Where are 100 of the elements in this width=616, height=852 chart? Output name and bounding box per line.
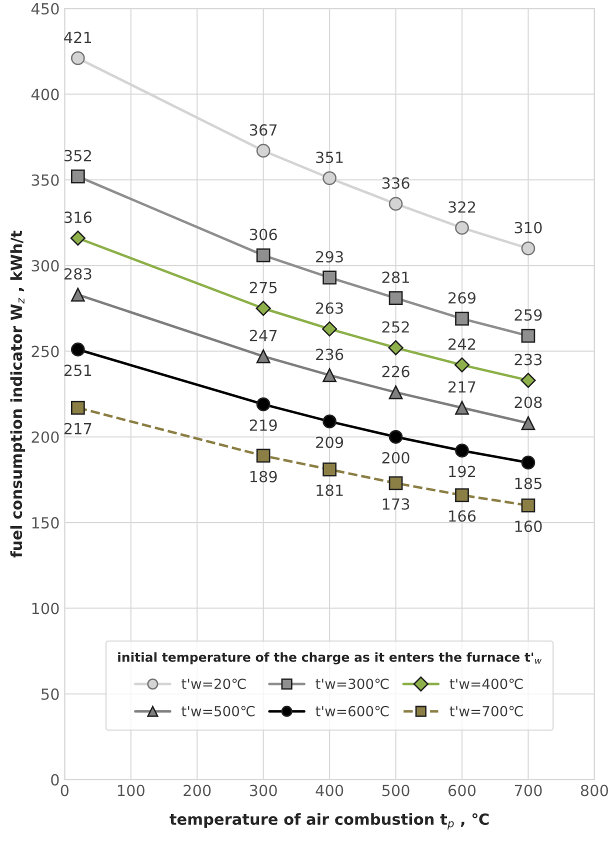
point (521, 241, 536, 256)
data-label: 367 (250, 124, 277, 136)
data-label: 219 (250, 419, 277, 431)
data-label: 275 (250, 282, 277, 294)
point (70, 342, 85, 356)
x-tick-label: 300 (250, 784, 277, 796)
point (521, 328, 536, 343)
point (388, 196, 403, 211)
x-tick-label: 0 (60, 784, 69, 796)
x-tick-label: 800 (580, 784, 608, 796)
data-label: 226 (382, 366, 410, 378)
point (256, 448, 270, 463)
data-label: 185 (515, 478, 542, 490)
point (322, 414, 337, 428)
data-label: 200 (382, 452, 410, 464)
point (322, 270, 337, 284)
legend-label: t'w=600℃ (316, 706, 389, 716)
legend-label: t'w=400℃ (450, 678, 523, 690)
point (455, 312, 469, 326)
point (322, 368, 337, 382)
point (455, 488, 469, 502)
x-tick-label: 700 (514, 784, 542, 796)
data-label: 336 (382, 177, 410, 189)
point (322, 321, 338, 337)
y-tick-label: 450 (31, 2, 59, 15)
point (388, 476, 403, 490)
y-tick-label: 150 (32, 517, 59, 529)
data-label: 351 (316, 152, 343, 164)
data-label: 269 (448, 292, 476, 304)
y-tick-label: 50 (42, 688, 59, 700)
point (521, 456, 536, 470)
x-tick-label: 200 (184, 784, 211, 796)
point (521, 416, 536, 430)
data-label: 322 (448, 201, 476, 213)
point (520, 372, 536, 388)
data-label: 181 (316, 484, 343, 496)
data-label: 310 (514, 222, 542, 234)
data-label: 251 (64, 364, 92, 376)
data-label: 209 (316, 436, 344, 448)
data-label: 316 (64, 212, 92, 224)
data-label: 208 (514, 396, 542, 408)
point (256, 349, 270, 364)
data-label: 283 (64, 268, 92, 280)
point (256, 248, 270, 262)
data-label: 293 (316, 250, 343, 263)
point (322, 171, 337, 186)
y-tick-label: 250 (32, 346, 59, 358)
point (70, 400, 85, 415)
x-axis-title: temperature of air combustion t$_{p}$ , ℃ (170, 813, 489, 830)
x-tick-label: 600 (448, 784, 476, 796)
y-axis-title: fuel consumption indicator W$_{z}$ , kWh/t (10, 230, 26, 558)
data-label: 259 (514, 309, 542, 321)
data-label: 192 (449, 466, 476, 478)
data-label: 242 (448, 338, 476, 350)
x-tick-label: 100 (118, 784, 144, 796)
data-label: 233 (514, 354, 542, 366)
data-label: 281 (382, 272, 409, 284)
point (70, 169, 85, 184)
data-label: 306 (250, 228, 277, 240)
data-label: 217 (448, 381, 476, 393)
y-tick-label: 400 (31, 88, 59, 100)
y-tick-label: 100 (32, 602, 59, 614)
y-tick-label: 300 (32, 260, 59, 272)
point (70, 230, 86, 246)
point (388, 430, 403, 444)
data-label: 189 (250, 470, 277, 482)
data-label: 166 (449, 510, 476, 522)
point (70, 288, 85, 302)
point (388, 340, 404, 356)
point (256, 397, 270, 412)
y-tick-label: 200 (32, 431, 59, 443)
x-tick-label: 400 (316, 784, 344, 796)
point (455, 220, 469, 235)
legend-label: t'w=700℃ (450, 706, 523, 716)
legend-label: t'w=20℃ (182, 678, 246, 690)
legend-label: t'w=300℃ (316, 678, 389, 690)
point (455, 400, 469, 415)
point (256, 144, 270, 158)
y-tick-label: 0 (51, 774, 59, 786)
y-tick-label: 350 (32, 174, 59, 186)
point (388, 291, 403, 306)
x-tick-label: 500 (382, 784, 410, 796)
legend-label: t'w=500℃ (182, 706, 255, 716)
data-label: 247 (250, 330, 277, 342)
data-label: 263 (316, 302, 343, 314)
data-label: 236 (316, 348, 344, 360)
point (70, 51, 85, 66)
point (256, 300, 271, 316)
data-label: 252 (382, 321, 409, 333)
data-label: 173 (382, 498, 410, 510)
data-label: 160 (515, 520, 542, 532)
legend-title: initial temperature of the charge as it enters the furnace t'$_{w}$ (118, 652, 542, 664)
data-label: 352 (64, 150, 91, 162)
point (454, 357, 470, 372)
data-label: 421 (64, 32, 92, 43)
point (322, 462, 337, 476)
data-label: 217 (64, 422, 92, 434)
point (521, 498, 536, 512)
point (388, 385, 403, 400)
point (455, 444, 469, 458)
